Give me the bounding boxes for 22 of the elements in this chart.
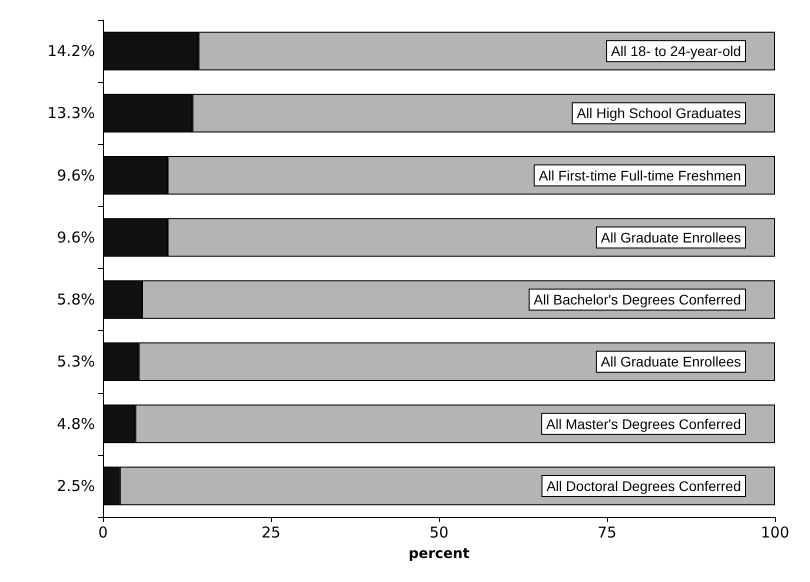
data-label: 14.2% [47,42,95,60]
x-axis-title: percent [408,546,470,562]
data-label: 4.8% [56,414,95,433]
y-tick-label: All First-time Full-time Freshmen [538,167,741,184]
data-label: 2.5% [56,476,95,495]
x-tick-label: 100 [760,524,790,542]
data-label: 5.3% [56,352,95,371]
y-tick-label: All Master's Degrees Conferred [546,416,741,432]
y-tick-label: All 18- to 24-year-old [611,43,741,60]
y-tick-label: All Bachelor's Degrees Conferred [534,292,741,308]
data-label: 5.8% [56,290,95,309]
y-tick-label: All Doctoral Degrees Conferred [546,478,741,494]
data-label: 9.6% [56,166,95,184]
x-tick-label: 25 [261,524,281,542]
x-tick-label: 75 [597,524,617,542]
y-tick-label: All Graduate Enrollees [600,354,741,370]
y-tick-label: All Graduate Enrollees [600,229,741,246]
x-tick-label: 0 [98,524,108,542]
y-tick-label: All High School Graduates [576,105,741,122]
x-tick-label: 50 [429,524,449,542]
data-label: 9.6% [56,228,95,246]
data-label: 13.3% [47,104,95,122]
